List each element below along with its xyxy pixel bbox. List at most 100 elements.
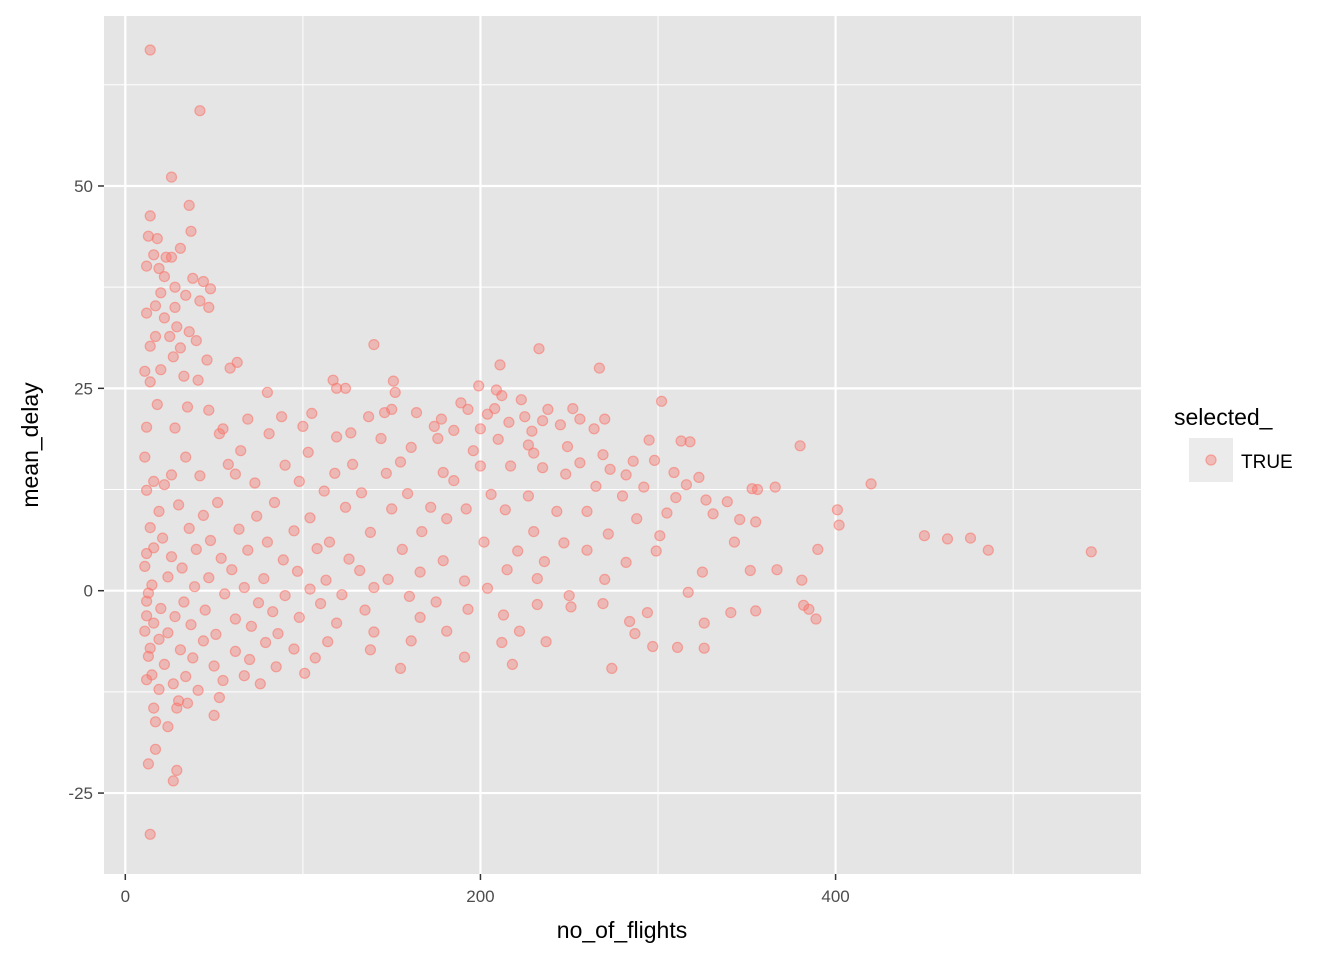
data-point bbox=[158, 312, 170, 324]
data-point bbox=[414, 611, 426, 624]
data-point bbox=[503, 416, 515, 428]
data-point bbox=[402, 488, 414, 500]
data-point bbox=[650, 545, 662, 557]
data-point bbox=[318, 485, 330, 497]
legend-point-marker bbox=[1205, 454, 1217, 466]
data-point bbox=[144, 642, 156, 654]
data-point bbox=[684, 436, 696, 448]
data-point bbox=[437, 555, 449, 567]
data-point bbox=[144, 521, 156, 534]
data-point bbox=[201, 354, 213, 366]
data-point bbox=[428, 420, 440, 432]
y-tick-label: -25 bbox=[68, 784, 93, 803]
data-point bbox=[181, 697, 194, 709]
data-point bbox=[144, 44, 156, 56]
data-point bbox=[345, 427, 357, 439]
data-point bbox=[593, 362, 606, 374]
data-point bbox=[144, 828, 156, 840]
data-point bbox=[213, 428, 225, 440]
data-point bbox=[448, 424, 460, 436]
data-point bbox=[242, 413, 254, 425]
data-point bbox=[354, 564, 366, 577]
data-point bbox=[331, 382, 343, 394]
data-point bbox=[229, 645, 241, 658]
data-point bbox=[148, 249, 160, 261]
data-point bbox=[536, 415, 549, 427]
data-point bbox=[185, 619, 197, 631]
data-point bbox=[441, 513, 453, 525]
y-tick-label: 25 bbox=[74, 379, 93, 398]
data-point bbox=[641, 606, 654, 619]
data-point bbox=[167, 678, 179, 690]
data-point bbox=[238, 581, 250, 594]
data-point bbox=[142, 587, 154, 599]
data-point bbox=[513, 625, 526, 637]
data-point bbox=[169, 301, 181, 313]
data-point bbox=[155, 287, 167, 299]
legend: selected_ TRUE bbox=[1174, 404, 1293, 482]
data-point bbox=[144, 376, 156, 388]
data-point bbox=[178, 596, 190, 608]
data-point bbox=[261, 536, 273, 548]
data-point bbox=[368, 626, 380, 638]
data-point bbox=[432, 432, 444, 445]
data-point bbox=[558, 537, 570, 549]
data-point bbox=[629, 627, 641, 640]
data-point bbox=[982, 544, 994, 556]
data-point bbox=[167, 351, 179, 363]
data-point bbox=[323, 536, 336, 548]
data-point bbox=[964, 532, 977, 544]
data-point bbox=[602, 528, 614, 540]
data-point bbox=[355, 487, 368, 499]
data-point bbox=[627, 455, 639, 467]
data-point bbox=[670, 492, 682, 504]
data-point bbox=[597, 597, 609, 610]
data-point bbox=[187, 272, 199, 284]
data-point bbox=[181, 401, 194, 413]
data-point bbox=[210, 628, 222, 641]
data-point bbox=[204, 283, 217, 295]
data-point bbox=[315, 597, 327, 610]
data-point bbox=[148, 542, 160, 554]
data-point bbox=[528, 447, 540, 459]
x-axis-title: no_of_flights bbox=[557, 917, 687, 943]
data-point bbox=[144, 210, 156, 222]
data-point bbox=[661, 507, 673, 519]
data-point bbox=[941, 533, 954, 545]
data-point bbox=[155, 602, 167, 615]
data-point bbox=[153, 683, 165, 696]
data-point bbox=[347, 458, 359, 470]
data-point bbox=[233, 523, 245, 535]
data-point bbox=[238, 670, 250, 682]
data-point bbox=[620, 556, 632, 569]
legend-label: TRUE bbox=[1241, 452, 1293, 473]
data-point bbox=[492, 433, 504, 445]
data-point bbox=[379, 407, 391, 419]
data-point bbox=[538, 555, 551, 568]
data-point bbox=[497, 609, 510, 621]
data-point bbox=[588, 423, 600, 435]
data-point bbox=[194, 295, 206, 307]
data-point bbox=[655, 395, 668, 407]
data-point bbox=[141, 421, 153, 433]
data-point bbox=[162, 721, 174, 733]
data-point bbox=[180, 289, 192, 301]
data-point bbox=[364, 526, 376, 539]
data-point bbox=[682, 586, 694, 598]
data-point bbox=[212, 496, 224, 509]
data-point bbox=[279, 589, 291, 602]
data-point bbox=[331, 431, 343, 443]
y-tick-label: 50 bbox=[74, 177, 93, 196]
data-point bbox=[455, 397, 467, 409]
data-point bbox=[187, 652, 199, 664]
data-point bbox=[203, 404, 215, 416]
data-point bbox=[833, 519, 845, 531]
data-point bbox=[531, 598, 543, 611]
data-point bbox=[176, 562, 188, 574]
data-point bbox=[165, 251, 178, 263]
data-point bbox=[462, 403, 474, 415]
data-point bbox=[272, 627, 284, 640]
x-axis: 0 200 400 bbox=[121, 874, 850, 906]
data-point bbox=[728, 536, 741, 548]
data-point bbox=[769, 481, 781, 493]
